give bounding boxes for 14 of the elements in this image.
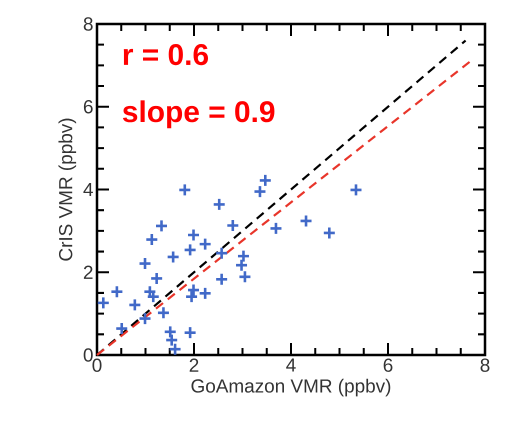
y-tick-label: 0 xyxy=(84,348,93,362)
x-tick-label: 8 xyxy=(480,358,490,372)
x-axis-title: GoAmazon VMR (ppbv) xyxy=(191,378,390,396)
annotation: r = 0.6 xyxy=(124,44,208,66)
y-tick-label: 4 xyxy=(83,182,93,196)
x-tick-label: 2 xyxy=(190,358,198,372)
y-tick-label: 2 xyxy=(84,266,93,279)
y-tick-label: 6 xyxy=(84,100,93,114)
annotation: slope = 0.9 xyxy=(122,100,274,128)
x-tick-label: 4 xyxy=(286,358,296,372)
y-tick-label: 8 xyxy=(84,17,93,31)
x-tick-label: 0 xyxy=(92,358,102,372)
x-tick-label: 6 xyxy=(384,358,392,372)
y-axis-title: CrIS VMR (ppbv) xyxy=(58,118,76,261)
